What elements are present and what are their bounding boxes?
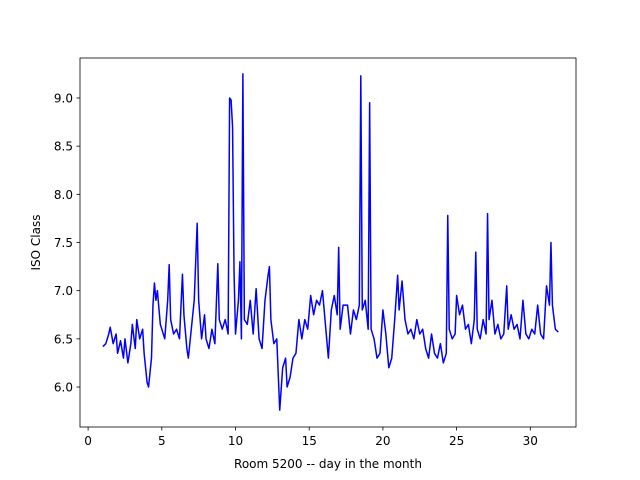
x-tick-label: 10: [228, 434, 243, 448]
data-line: [102, 73, 559, 411]
y-tick-label: 9.0: [54, 91, 73, 105]
x-tick-label: 5: [158, 434, 166, 448]
x-tick-label: 25: [449, 434, 464, 448]
y-tick-label: 6.5: [54, 332, 73, 346]
x-tick-label: 20: [375, 434, 390, 448]
x-tick-label: 15: [302, 434, 317, 448]
y-axis-label: ISO Class: [29, 215, 43, 271]
x-tick-label: 30: [523, 434, 538, 448]
y-tick-label: 8.0: [54, 188, 73, 202]
y-tick-label: 7.0: [54, 284, 73, 298]
x-axis-label: Room 5200 -- day in the month: [234, 457, 422, 471]
x-tick-label: 0: [84, 434, 92, 448]
y-tick-label: 7.5: [54, 236, 73, 250]
y-tick-label: 8.5: [54, 140, 73, 154]
y-tick-label: 6.0: [54, 381, 73, 395]
plot-frame: [79, 57, 577, 428]
